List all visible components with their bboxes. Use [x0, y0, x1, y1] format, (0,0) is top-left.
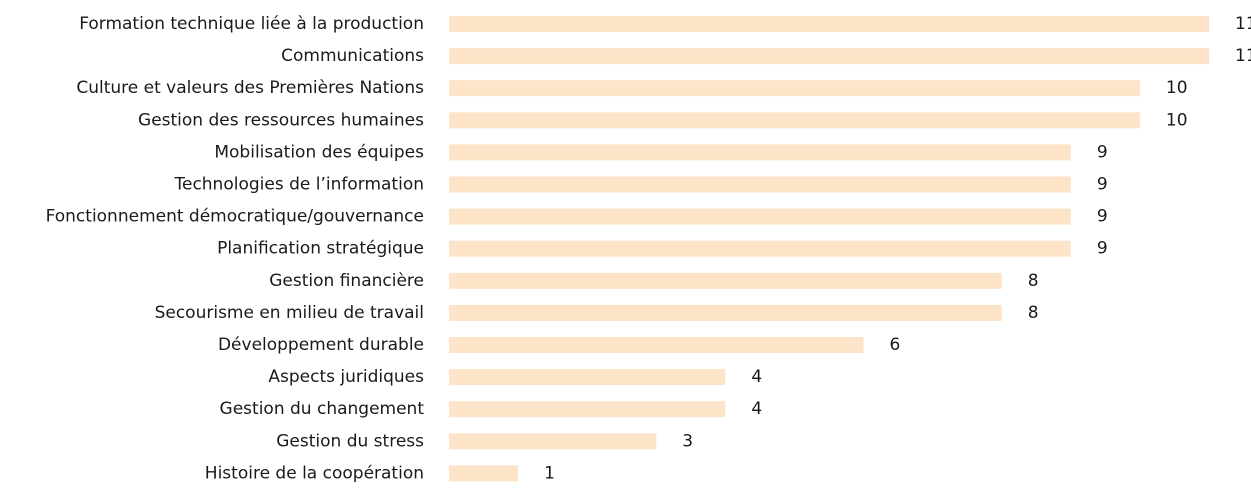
bar — [449, 272, 1002, 289]
value-label: 8 — [1028, 303, 1039, 323]
category-label: Mobilisation des équipes — [214, 142, 424, 162]
bar — [449, 176, 1071, 193]
value-label: 6 — [890, 335, 901, 355]
category-label: Formation technique liée à la production — [79, 14, 424, 34]
value-label: 11 — [1235, 14, 1251, 34]
category-label: Planification stratégique — [217, 239, 424, 259]
value-label: 9 — [1097, 142, 1108, 162]
category-label: Fonctionnement démocratique/gouvernance — [46, 207, 424, 227]
value-label: 9 — [1097, 175, 1108, 195]
category-label: Gestion du changement — [220, 399, 425, 419]
category-label: Culture et valeurs des Premières Nations — [76, 78, 424, 98]
value-label: 8 — [1028, 271, 1039, 291]
bar — [449, 304, 1002, 321]
category-label: Secourisme en milieu de travail — [155, 303, 424, 323]
bar — [449, 144, 1071, 161]
bar — [449, 48, 1209, 65]
bar — [449, 401, 726, 418]
category-label: Aspects juridiques — [268, 367, 424, 387]
value-label: 10 — [1166, 78, 1188, 98]
bar — [449, 16, 1209, 32]
bar — [449, 112, 1140, 129]
bar — [449, 337, 864, 353]
bar — [449, 465, 519, 482]
value-label: 4 — [751, 367, 762, 387]
bar — [449, 433, 657, 450]
value-label: 10 — [1166, 110, 1188, 130]
value-label: 1 — [544, 463, 555, 483]
category-label: Histoire de la coopération — [205, 463, 424, 483]
value-label: 4 — [751, 399, 762, 419]
value-label: 3 — [682, 431, 693, 451]
category-label: Gestion des ressources humaines — [138, 110, 424, 130]
bar — [449, 208, 1071, 225]
bar — [449, 80, 1140, 97]
bar — [449, 240, 1071, 257]
category-label: Gestion du stress — [276, 431, 424, 451]
category-label: Technologies de l’information — [173, 175, 424, 195]
value-label: 9 — [1097, 207, 1108, 227]
bar — [449, 369, 726, 386]
category-label: Développement durable — [218, 335, 424, 355]
category-label: Gestion financière — [269, 271, 424, 291]
category-label: Communications — [281, 46, 424, 66]
value-label: 11 — [1235, 46, 1251, 66]
value-label: 9 — [1097, 239, 1108, 259]
